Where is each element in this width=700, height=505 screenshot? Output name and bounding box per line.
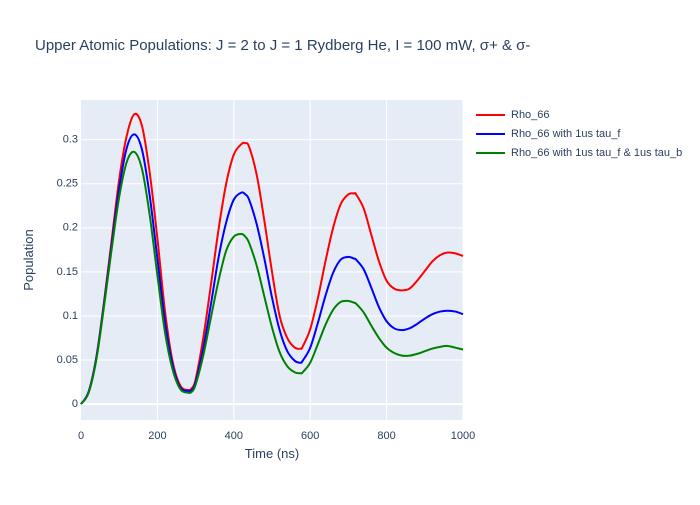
x-tick-label: 200 xyxy=(148,430,166,442)
y-axis-title: Population xyxy=(21,229,36,290)
legend-item-2[interactable]: Rho_66 with 1us tau_f xyxy=(476,128,621,140)
x-tick-label: 600 xyxy=(301,430,319,442)
legend-item-3[interactable]: Rho_66 with 1us tau_f & 1us tau_b xyxy=(476,147,682,159)
plot-area xyxy=(81,100,463,420)
legend-item-1[interactable]: Rho_66 xyxy=(476,109,550,121)
y-tick-label: 0.25 xyxy=(57,178,78,190)
y-tick-label: 0.1 xyxy=(63,310,78,322)
chart-title: Upper Atomic Populations: J = 2 to J = 1… xyxy=(35,37,530,54)
x-axis-title: Time (ns) xyxy=(245,446,299,461)
legend-label: Rho_66 with 1us tau_f & 1us tau_b xyxy=(511,147,682,159)
series-line-3[interactable] xyxy=(80,150,464,405)
axis-ticks: 0 200 400 600 800 1000 0 0.05 0.1 0.15 0.2 0.25 0.3 xyxy=(57,134,476,443)
x-tick-label: 0 xyxy=(78,430,84,442)
legend-label: Rho_66 xyxy=(511,109,550,121)
y-tick-label: 0 xyxy=(72,398,78,410)
series-line-1[interactable] xyxy=(80,112,464,405)
legend[interactable]: Rho_66 Rho_66 with 1us tau_f Rho_66 with 1… xyxy=(476,109,682,159)
series-lines xyxy=(80,112,464,405)
grid-lines xyxy=(81,100,464,420)
x-tick-label: 1000 xyxy=(451,430,475,442)
x-tick-label: 800 xyxy=(377,430,395,442)
legend-label: Rho_66 with 1us tau_f xyxy=(511,128,621,140)
y-tick-label: 0.15 xyxy=(57,266,78,278)
series-line-2[interactable] xyxy=(80,133,464,405)
y-tick-label: 0.2 xyxy=(63,222,78,234)
x-tick-label: 400 xyxy=(225,430,243,442)
y-tick-label: 0.05 xyxy=(57,354,78,366)
y-tick-label: 0.3 xyxy=(63,134,78,146)
